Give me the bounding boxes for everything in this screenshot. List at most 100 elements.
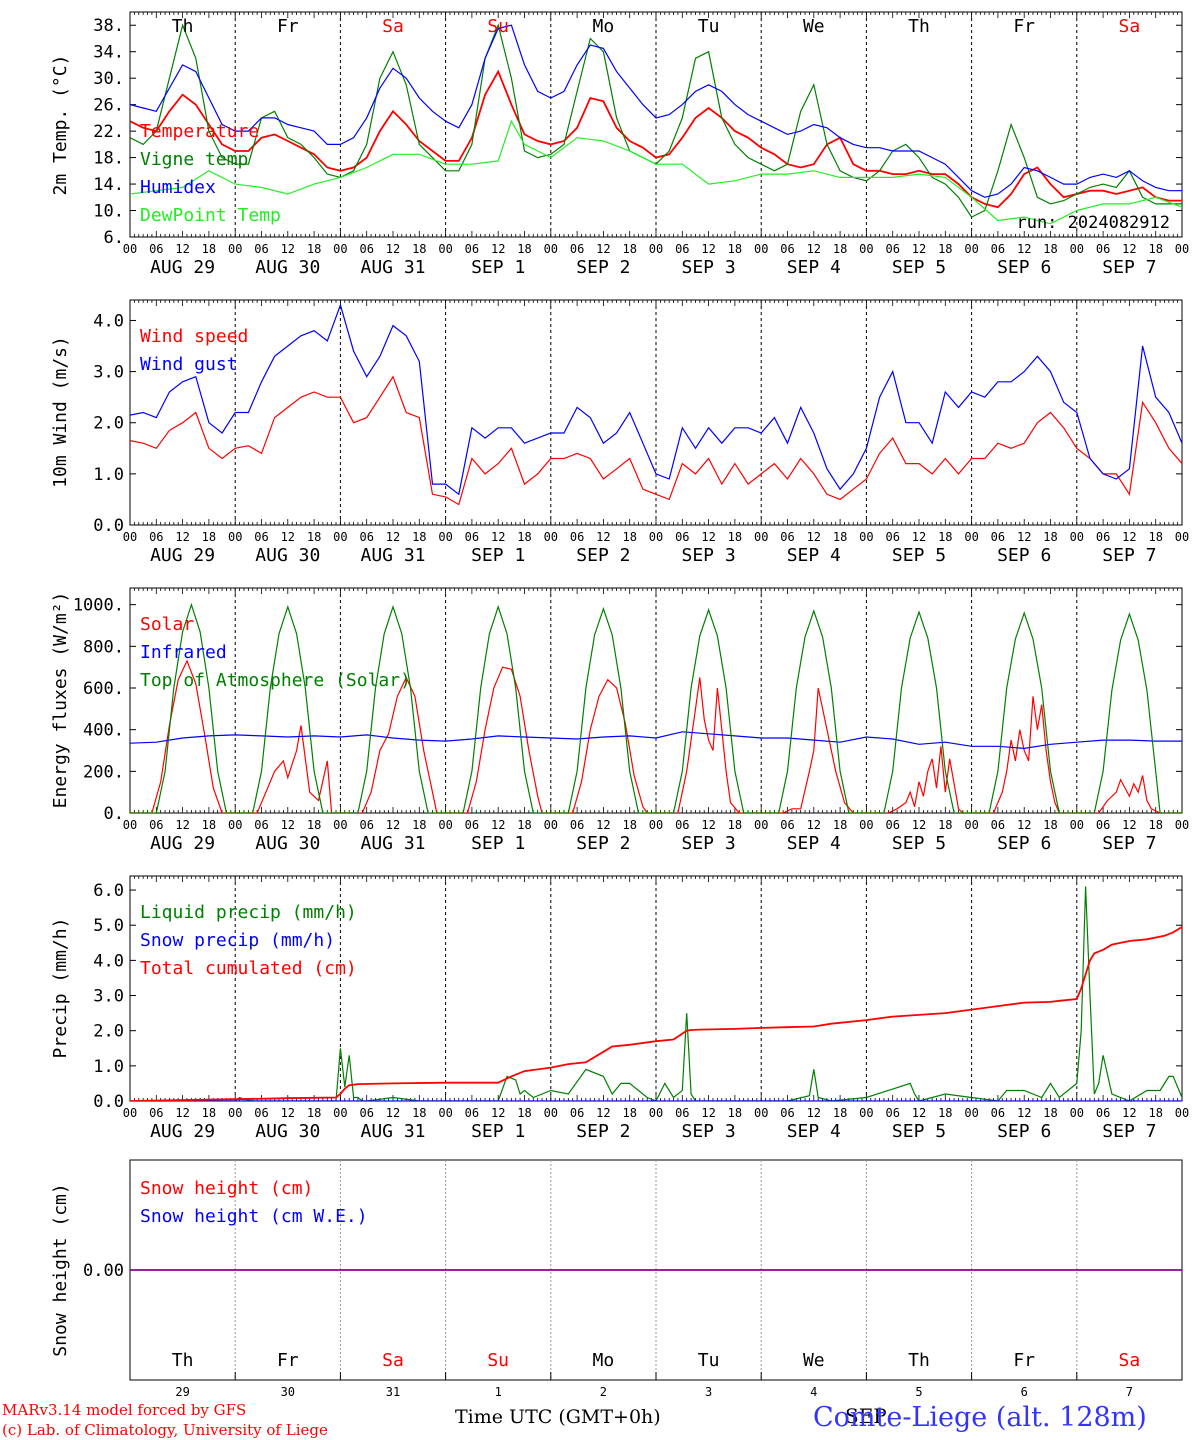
hour-tick-label: 18 — [412, 242, 426, 256]
hour-tick-label: 00 — [438, 530, 452, 544]
weekday-label: Tu — [698, 1350, 720, 1371]
hour-tick-label: 06 — [254, 1106, 268, 1120]
legend-entry: Top of Atmosphere (Solar) — [140, 670, 411, 691]
date-label: SEP 7 — [1102, 1121, 1156, 1142]
series-line — [130, 731, 1182, 750]
day-number-label: 1 — [495, 1385, 502, 1399]
hour-tick-label: 00 — [1175, 818, 1189, 832]
hour-tick-label: 12 — [701, 530, 715, 544]
hour-tick-label: 00 — [1175, 242, 1189, 256]
series-line — [130, 303, 1182, 496]
date-label: AUG 31 — [360, 257, 425, 278]
hour-tick-label: 00 — [228, 818, 242, 832]
date-label: SEP 7 — [1102, 257, 1156, 278]
date-label: SEP 3 — [682, 257, 736, 278]
hour-tick-label: 18 — [728, 818, 742, 832]
hour-tick-label: 18 — [1148, 1106, 1162, 1120]
hour-tick-label: 12 — [1122, 530, 1136, 544]
date-label: AUG 29 — [150, 257, 215, 278]
y-tick-label: 18. — [93, 149, 124, 169]
hour-tick-label: 00 — [123, 1106, 137, 1120]
hour-tick-label: 00 — [438, 1106, 452, 1120]
hour-tick-label: 06 — [359, 242, 373, 256]
hour-tick-label: 06 — [991, 1106, 1005, 1120]
hour-tick-label: 06 — [1096, 818, 1110, 832]
hour-tick-label: 06 — [1096, 1106, 1110, 1120]
hour-tick-label: 00 — [1175, 1106, 1189, 1120]
hour-tick-label: 18 — [1043, 530, 1057, 544]
weekday-label: We — [803, 16, 825, 37]
hour-tick-label: 06 — [149, 1106, 163, 1120]
hour-tick-label: 12 — [175, 818, 189, 832]
y-tick-label: 1.0 — [93, 465, 124, 485]
y-axis-label: 2m Temp. (°C) — [50, 55, 71, 196]
hour-tick-label: 06 — [465, 530, 479, 544]
hour-tick-label: 06 — [149, 530, 163, 544]
date-label: SEP 6 — [997, 1121, 1051, 1142]
weekday-label: Fr — [1013, 16, 1035, 37]
day-number-label: 31 — [386, 1385, 400, 1399]
y-tick-label: 0.00 — [83, 1261, 124, 1281]
hour-tick-label: 06 — [1096, 530, 1110, 544]
hour-tick-label: 00 — [964, 530, 978, 544]
date-label: SEP 5 — [892, 1121, 946, 1142]
hour-tick-label: 00 — [754, 530, 768, 544]
series-line — [130, 926, 1182, 1101]
hour-tick-label: 12 — [807, 242, 821, 256]
day-number-label: 6 — [1021, 1385, 1028, 1399]
date-label: SEP 3 — [682, 1121, 736, 1142]
day-number-label: 29 — [175, 1385, 189, 1399]
hour-tick-label: 12 — [1017, 530, 1031, 544]
legend-entry: Snow height (cm) — [140, 1178, 313, 1199]
y-tick-label: 1.0 — [93, 1057, 124, 1077]
hour-tick-label: 18 — [202, 818, 216, 832]
legend-entry: Snow height (cm W.E.) — [140, 1206, 368, 1227]
hour-tick-label: 18 — [1148, 242, 1162, 256]
hour-tick-label: 18 — [622, 530, 636, 544]
y-tick-label: 1000. — [73, 596, 124, 616]
day-number-label: 2 — [600, 1385, 607, 1399]
hour-tick-label: 00 — [438, 242, 452, 256]
hour-tick-label: 12 — [596, 818, 610, 832]
date-label: SEP 1 — [471, 1121, 525, 1142]
series-line — [130, 24, 1182, 198]
hour-tick-label: 00 — [544, 818, 558, 832]
y-tick-label: 3.0 — [93, 987, 124, 1007]
weekday-label: We — [803, 1350, 825, 1371]
date-label: SEP 2 — [576, 257, 630, 278]
y-tick-label: 4.0 — [93, 311, 124, 331]
weekday-label: Mo — [593, 1350, 615, 1371]
date-label: AUG 30 — [255, 1121, 320, 1142]
hour-tick-label: 00 — [333, 818, 347, 832]
hour-tick-label: 06 — [675, 242, 689, 256]
station-label: Comte-Liege (alt. 128m) — [813, 1402, 1147, 1433]
hour-tick-label: 18 — [728, 242, 742, 256]
hour-tick-label: 12 — [281, 530, 295, 544]
weekday-label: Sa — [382, 16, 404, 37]
weekday-label: Fr — [1013, 1350, 1035, 1371]
y-axis-label: Precip (mm/h) — [50, 918, 71, 1059]
hour-tick-label: 00 — [964, 818, 978, 832]
hour-tick-label: 12 — [596, 530, 610, 544]
date-label: AUG 29 — [150, 833, 215, 854]
series-line — [130, 119, 1182, 225]
legend-entry: Wind speed — [140, 326, 248, 347]
weekday-label: Sa — [382, 1350, 404, 1371]
date-label: SEP 1 — [471, 545, 525, 566]
hour-tick-label: 06 — [149, 818, 163, 832]
legend-entry: Infrared — [140, 642, 227, 663]
sep-overlay-label: SEP — [845, 1404, 887, 1428]
weekday-label: Tu — [698, 16, 720, 37]
hour-tick-label: 18 — [517, 1106, 531, 1120]
hour-tick-label: 00 — [1175, 530, 1189, 544]
y-tick-label: 2.0 — [93, 1022, 124, 1042]
date-label: SEP 1 — [471, 257, 525, 278]
hour-tick-label: 12 — [281, 1106, 295, 1120]
hour-tick-label: 06 — [675, 818, 689, 832]
hour-tick-label: 18 — [1043, 1106, 1057, 1120]
date-label: AUG 29 — [150, 1121, 215, 1142]
legend-entry: DewPoint Temp — [140, 205, 281, 226]
y-tick-label: 2.0 — [93, 414, 124, 434]
hour-tick-label: 06 — [675, 1106, 689, 1120]
hour-tick-label: 18 — [412, 530, 426, 544]
